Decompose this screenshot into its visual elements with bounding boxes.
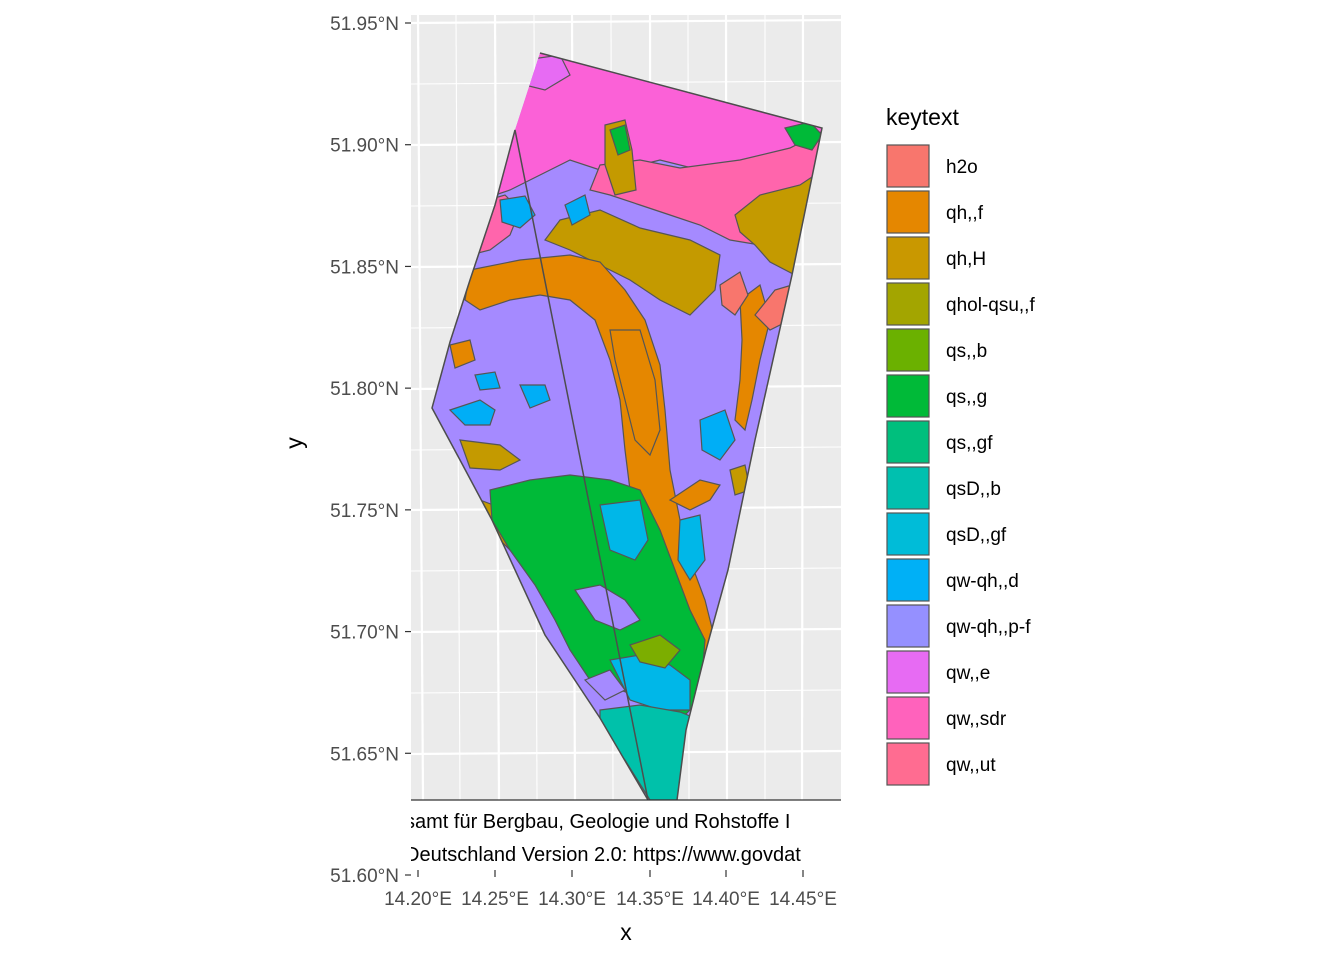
unit-qw-qh-d-a: [448, 399, 496, 426]
unit-qs-g-north-b: [609, 124, 631, 156]
unit-qsd-gf-c: [677, 514, 706, 582]
legend-label: qs,,b: [946, 341, 987, 362]
legend-key: [886, 512, 930, 556]
legend-key: [886, 144, 930, 188]
y-axis: 51.95°N 51.90°N 51.85°N 51.80°N 51.75°N 51.70…: [330, 14, 411, 887]
legend-key: [886, 604, 930, 648]
x-tick-label: 14.20°E: [384, 889, 452, 910]
legend-key: [886, 696, 930, 740]
unit-qw-qh-d-d: [699, 409, 736, 461]
unit-qs-b: [629, 634, 681, 669]
x-tick-label: 14.25°E: [461, 889, 529, 910]
caption-line-1: samt für Bergbau, Geologie und Rohstoffe…: [405, 811, 790, 833]
legend-label: qs,,g: [946, 387, 987, 408]
x-tick-label: 14.35°E: [616, 889, 684, 910]
unit-qh-h-south-b: [459, 439, 522, 471]
legend-label: qw-qh,,p-f: [946, 617, 1031, 638]
x-tick-label: 14.40°E: [692, 889, 760, 910]
legend-key: [886, 282, 930, 326]
legend-key: [886, 466, 930, 510]
y-tick-label: 51.65°N: [330, 744, 399, 765]
y-tick-label: 51.60°N: [330, 866, 399, 887]
legend-label: qs,,gf: [946, 433, 993, 454]
x-axis: 14.20°E 14.25°E 14.30°E 14.35°E 14.40°E 14.45…: [384, 870, 837, 910]
legend-label: qw-qh,,d: [946, 571, 1019, 592]
legend-key: [886, 650, 930, 694]
unit-qh-f-south-lobe: [668, 479, 721, 511]
unit-qh-f-inner-lobe: [609, 329, 661, 457]
region-outline: [431, 52, 823, 801]
legend: h2o qh,,f qh,H qhol-qsu,,f qs,,b qs,,g qs,,gf q…: [886, 144, 1035, 786]
y-tick-label: 51.80°N: [330, 379, 399, 400]
caption-clip: samt für Bergbau, Geologie und Rohstoffe…: [405, 811, 801, 866]
caption-band: [411, 800, 841, 870]
y-tick-label: 51.85°N: [330, 257, 399, 278]
legend-label: h2o: [946, 157, 978, 178]
unit-qw-qh-d-c: [564, 194, 591, 226]
unit-qw-qh-p-f-south-band: [574, 584, 641, 631]
caption-line-2: Deutschland Version 2.0: https://www.gov…: [405, 844, 801, 866]
legend-label: qsD,,b: [946, 479, 1001, 500]
x-tick-label: 14.30°E: [538, 889, 606, 910]
legend-key: [886, 190, 930, 234]
x-axis-title: x: [620, 919, 632, 945]
legend-title: keytext: [886, 104, 959, 130]
unit-qw-qh-p-f-south-strip: [583, 669, 626, 701]
legend-label: qsD,,gf: [946, 525, 1007, 546]
unit-h2o-lake-a: [719, 271, 749, 316]
unit-qw-qh-d-b: [499, 195, 536, 229]
y-tick-label: 51.70°N: [330, 623, 399, 644]
legend-key: [886, 420, 930, 464]
unit-qh-h-central: [544, 209, 721, 316]
y-tick-label: 51.95°N: [330, 14, 399, 35]
y-axis-title: y: [281, 437, 307, 449]
unit-qsd-gf-a: [599, 499, 649, 561]
legend-label: qw,,e: [946, 663, 990, 684]
legend-key: [886, 328, 930, 372]
legend-label: qh,,f: [946, 203, 984, 224]
y-tick-label: 51.90°N: [330, 136, 399, 157]
legend-label: qw,,ut: [946, 755, 996, 776]
unit-qh-f-west-blob: [449, 339, 476, 369]
legend-key: [886, 236, 930, 280]
unit-qw-qh-d-e: [519, 384, 551, 409]
legend-label: qh,H: [946, 249, 986, 270]
y-tick-label: 51.75°N: [330, 501, 399, 522]
legend-label: qw,,sdr: [946, 709, 1007, 730]
legend-label: qhol-qsu,,f: [946, 295, 1035, 316]
unit-qw-qh-d-f: [474, 371, 501, 391]
legend-key: [886, 374, 930, 418]
x-tick-label: 14.45°E: [769, 889, 837, 910]
legend-key: [886, 742, 930, 786]
legend-key: [886, 558, 930, 602]
